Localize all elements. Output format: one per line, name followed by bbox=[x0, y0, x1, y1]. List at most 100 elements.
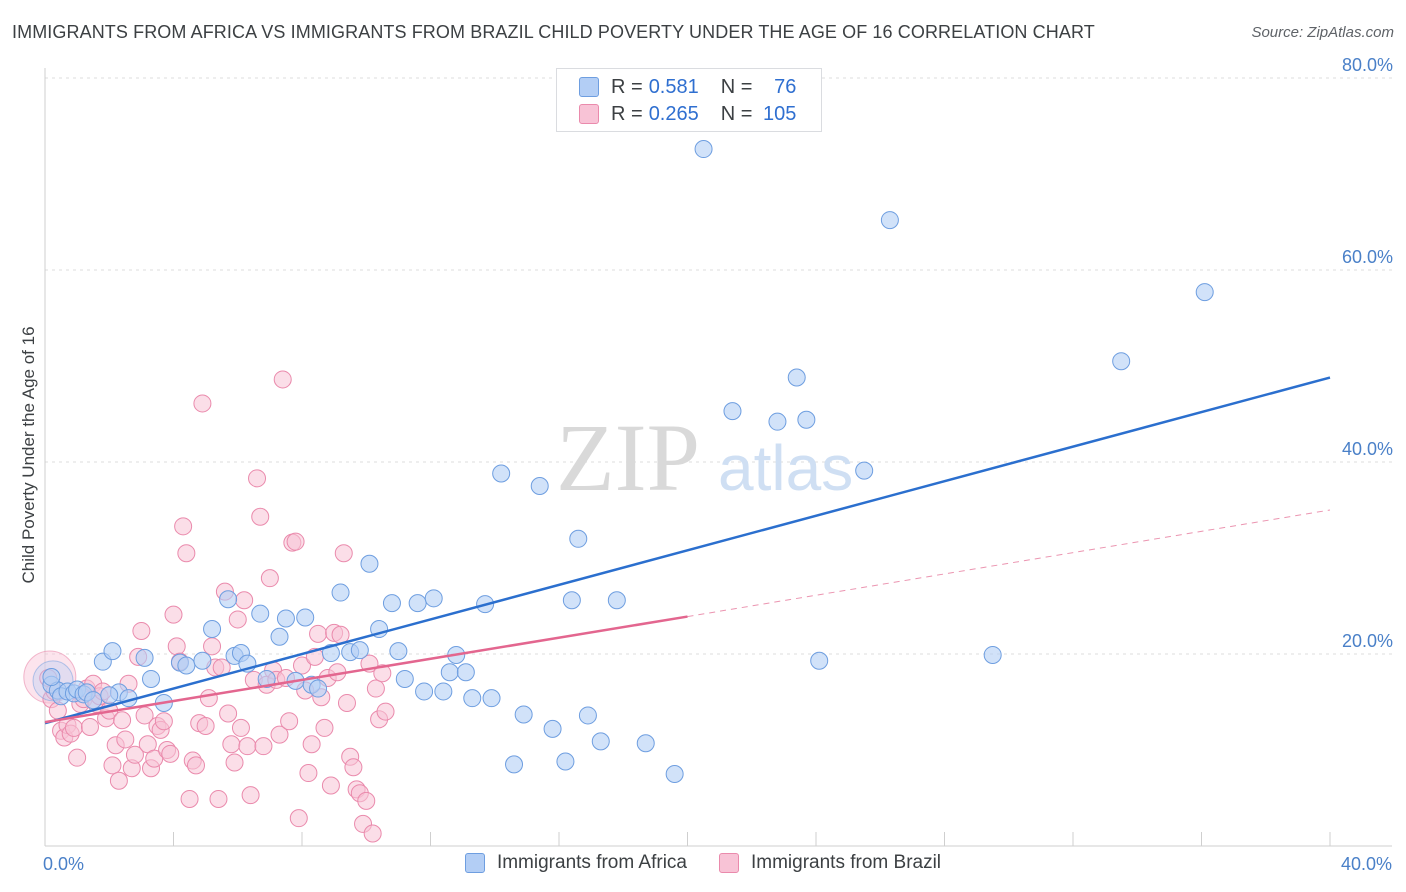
gridlines bbox=[45, 77, 1392, 655]
africa-point-59 bbox=[578, 706, 597, 725]
brazil-point-104 bbox=[373, 664, 392, 683]
trend-line-africa bbox=[44, 376, 1331, 725]
africa-point-69 bbox=[810, 651, 829, 670]
brazil-point-66 bbox=[251, 507, 270, 526]
africa-point-35 bbox=[350, 641, 369, 660]
africa-point-20 bbox=[219, 590, 238, 609]
africa-point-36 bbox=[360, 554, 379, 573]
africa-point-31 bbox=[309, 679, 328, 698]
x-tick-label-1: 40.0% bbox=[1341, 854, 1392, 874]
brazil-point-88 bbox=[321, 776, 340, 795]
africa-point-45 bbox=[440, 663, 459, 682]
africa-point-56 bbox=[556, 752, 575, 771]
africa-point-44 bbox=[434, 682, 453, 701]
africa-point-70 bbox=[855, 461, 874, 480]
africa-point-60 bbox=[591, 732, 610, 751]
brazil-point-51 bbox=[203, 637, 222, 656]
africa-point-57 bbox=[562, 591, 581, 610]
brazil-point-8 bbox=[64, 718, 83, 737]
brazil-point-56 bbox=[219, 704, 238, 723]
brazil-point-81 bbox=[299, 764, 318, 783]
legend-n-label: N = bbox=[720, 75, 753, 98]
y-tick-label-0: 20.0% bbox=[1342, 631, 1393, 651]
africa-point-76 bbox=[100, 686, 119, 705]
legend-swatch-africa bbox=[464, 853, 485, 873]
x-tick-label-0: 0.0% bbox=[43, 854, 84, 874]
brazil-point-101 bbox=[363, 824, 382, 843]
brazil-point-86 bbox=[315, 718, 334, 737]
brazil-point-49 bbox=[196, 717, 215, 735]
africa-point-17 bbox=[177, 656, 196, 675]
africa-point-27 bbox=[276, 609, 295, 628]
legend-r-label: R = bbox=[611, 75, 643, 98]
africa-point-63 bbox=[665, 765, 684, 783]
brazil-point-20 bbox=[103, 756, 122, 775]
africa-point-65 bbox=[723, 402, 742, 421]
legend-n-brazil: 105 bbox=[763, 102, 797, 125]
africa-point-33 bbox=[331, 583, 350, 602]
legend-r-label: R = bbox=[611, 102, 643, 125]
africa-point-67 bbox=[787, 368, 806, 387]
brazil-point-75 bbox=[280, 712, 299, 731]
africa-point-38 bbox=[382, 594, 401, 613]
brazil-point-93 bbox=[337, 693, 356, 712]
brazil-point-77 bbox=[286, 532, 305, 551]
brazil-point-72 bbox=[270, 725, 289, 744]
brazil-point-50 bbox=[199, 689, 218, 708]
africa-point-8 bbox=[84, 691, 103, 710]
africa-point-74 bbox=[1195, 283, 1214, 302]
axes bbox=[44, 68, 1392, 847]
brazil-point-79 bbox=[293, 656, 311, 675]
africa-point-14 bbox=[142, 669, 161, 688]
brazil-point-105 bbox=[376, 702, 395, 721]
brazil-point-48 bbox=[193, 394, 212, 413]
brazil-point-69 bbox=[260, 569, 279, 588]
series-brazil-points bbox=[23, 370, 395, 843]
africa-point-75 bbox=[42, 668, 61, 687]
legend-swatch-africa bbox=[579, 77, 599, 97]
brazil-point-62 bbox=[238, 737, 257, 756]
chart-title: IMMIGRANTS FROM AFRICA VS IMMIGRANTS FRO… bbox=[12, 22, 1095, 42]
africa-point-71 bbox=[880, 211, 899, 230]
legend-row-africa: R = 0.581 N = 76 bbox=[579, 75, 796, 99]
tick-labels: 20.0% 40.0% 60.0% 80.0% 0.0% 40.0% bbox=[43, 55, 1393, 874]
africa-point-13 bbox=[135, 648, 154, 667]
brazil-point-73 bbox=[273, 370, 292, 389]
brazil-point-92 bbox=[334, 544, 353, 563]
legend-item-brazil: Immigrants from Brazil bbox=[719, 852, 941, 874]
y-tick-label-3: 80.0% bbox=[1342, 55, 1393, 75]
brazil-point-82 bbox=[302, 735, 321, 754]
africa-point-51 bbox=[492, 464, 511, 483]
brazil-point-13 bbox=[80, 717, 99, 736]
legend-n-africa: 76 bbox=[774, 75, 797, 98]
brazil-point-27 bbox=[125, 745, 144, 764]
brazil-point-53 bbox=[209, 789, 228, 808]
africa-point-25 bbox=[257, 669, 276, 688]
legend-item-africa: Immigrants from Africa bbox=[464, 852, 687, 874]
brazil-point-61 bbox=[235, 591, 254, 610]
africa-point-73 bbox=[1112, 352, 1131, 371]
africa-point-54 bbox=[530, 477, 549, 495]
africa-point-18 bbox=[193, 651, 212, 670]
africa-point-10 bbox=[103, 642, 122, 661]
africa-point-66 bbox=[768, 412, 787, 431]
legend-row-brazil: R = 0.265 N = 105 bbox=[579, 102, 796, 126]
brazil-point-9 bbox=[68, 748, 87, 767]
y-axis-title: Child Poverty Under the Age of 16 bbox=[19, 326, 38, 583]
y-tick-label-1: 40.0% bbox=[1342, 439, 1393, 459]
trend-line-brazil bbox=[44, 615, 688, 724]
brazil-point-24 bbox=[116, 730, 135, 749]
legend-swatch-brazil bbox=[719, 853, 739, 873]
africa-point-43 bbox=[424, 589, 443, 608]
legend-label-brazil: Immigrants from Brazil bbox=[751, 852, 942, 873]
africa-point-42 bbox=[415, 682, 434, 701]
africa-point-41 bbox=[408, 594, 427, 613]
brazil-point-78 bbox=[289, 809, 308, 828]
brazil-point-57 bbox=[222, 735, 241, 754]
brazil-point-102 bbox=[366, 679, 385, 698]
africa-point-64 bbox=[694, 140, 713, 159]
legend-box: R = 0.581 N = 76 R = 0.265 N = 105 bbox=[556, 68, 822, 132]
africa-point-53 bbox=[514, 705, 533, 724]
legend-r-africa: 0.581 bbox=[648, 75, 699, 98]
